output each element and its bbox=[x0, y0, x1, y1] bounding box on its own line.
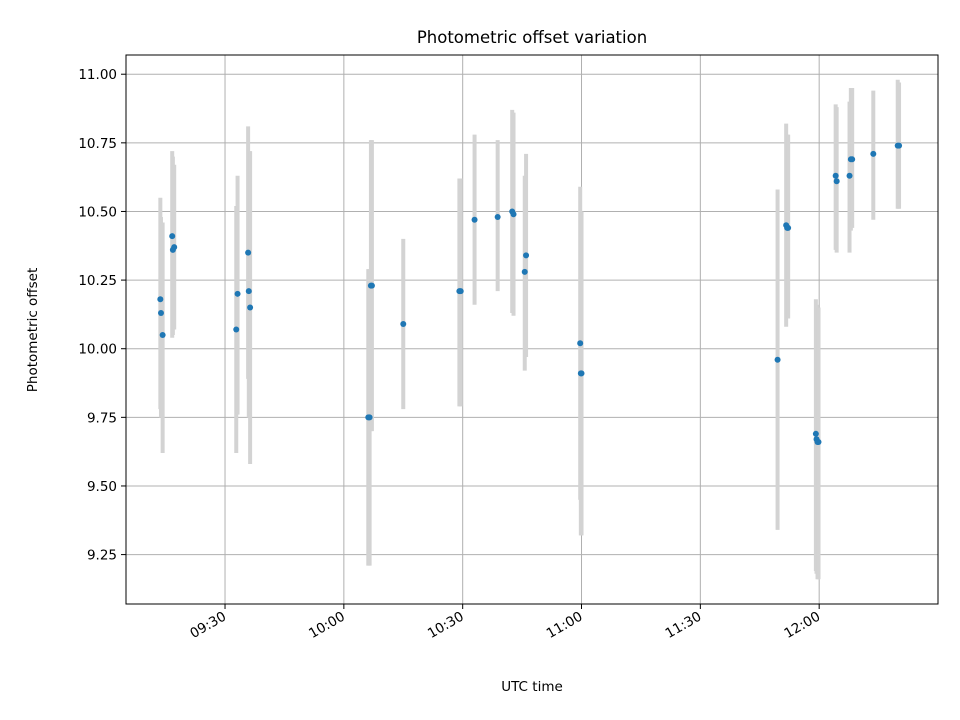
data-point bbox=[523, 252, 530, 259]
x-axis-label: UTC time bbox=[501, 679, 563, 695]
data-point bbox=[846, 172, 853, 179]
y-axis-ticks: 9.25 9.50 9.75 10.00 10.25 10.50 10.75 11.00 bbox=[78, 67, 126, 564]
y-tick-label: 11.00 bbox=[78, 67, 117, 83]
y-tick-label: 10.50 bbox=[78, 204, 117, 220]
data-point bbox=[245, 288, 252, 295]
chart-title: Photometric offset variation bbox=[417, 28, 647, 47]
data-point bbox=[510, 211, 517, 218]
data-point bbox=[812, 430, 819, 437]
data-point bbox=[870, 150, 877, 157]
y-tick-label: 10.00 bbox=[78, 342, 117, 358]
data-point bbox=[400, 321, 407, 328]
data-point bbox=[578, 370, 585, 377]
data-point bbox=[171, 244, 178, 251]
y-tick-label: 10.75 bbox=[78, 136, 117, 152]
data-point bbox=[234, 290, 241, 297]
data-point bbox=[159, 331, 166, 338]
data-point bbox=[494, 213, 501, 220]
y-axis-label: Photometric offset bbox=[25, 268, 41, 392]
data-point bbox=[247, 304, 254, 311]
y-tick-label: 10.25 bbox=[78, 273, 117, 289]
data-point bbox=[366, 414, 373, 421]
data-point bbox=[233, 326, 240, 333]
data-point bbox=[833, 178, 840, 185]
data-point bbox=[157, 310, 164, 317]
data-point bbox=[832, 172, 839, 179]
data-point bbox=[245, 249, 252, 256]
plot-frame bbox=[125, 54, 939, 605]
data-point bbox=[368, 282, 375, 289]
data-point bbox=[815, 439, 822, 446]
data-point bbox=[774, 356, 781, 363]
data-point bbox=[169, 233, 176, 240]
data-point bbox=[577, 340, 584, 347]
data-point bbox=[521, 268, 528, 275]
y-tick-label: 9.25 bbox=[87, 548, 117, 564]
data-point bbox=[457, 288, 464, 295]
y-tick-label: 9.50 bbox=[87, 479, 117, 495]
data-point bbox=[157, 296, 164, 303]
data-point bbox=[471, 216, 478, 223]
data-points bbox=[157, 142, 903, 446]
y-tick-label: 9.75 bbox=[87, 410, 117, 426]
data-point bbox=[849, 156, 856, 163]
data-point bbox=[896, 142, 903, 149]
data-point bbox=[785, 224, 792, 231]
